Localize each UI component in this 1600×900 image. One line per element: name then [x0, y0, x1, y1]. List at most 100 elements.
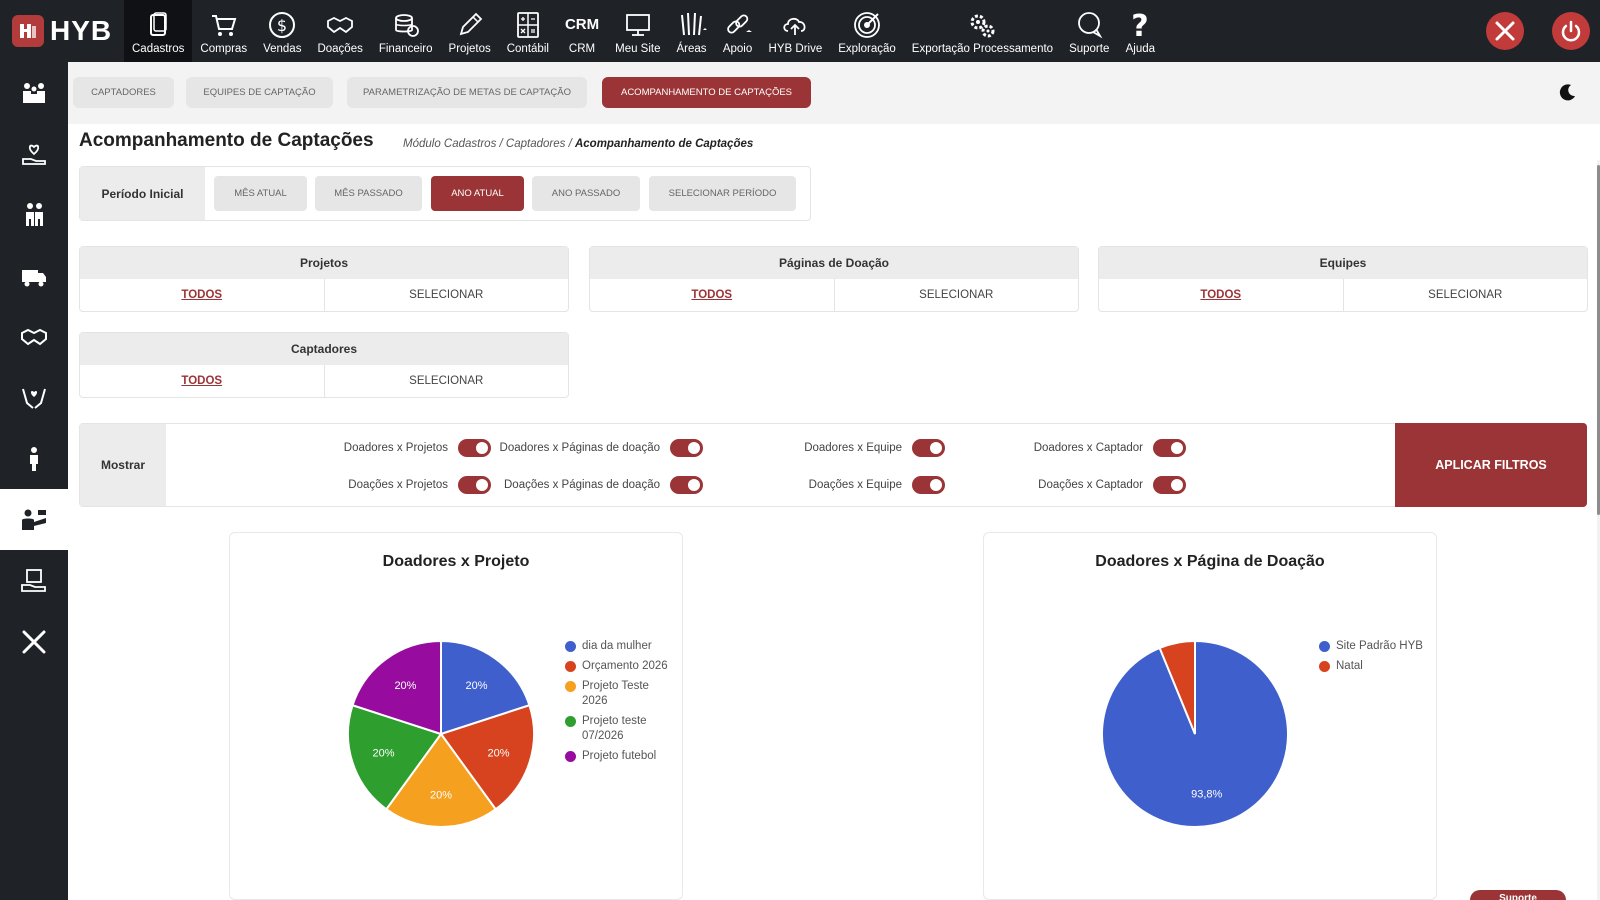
nav-cadastros[interactable]: Cadastros [124, 0, 193, 62]
toggle-doacoes-paginas[interactable]: Doações x Páginas de doação [504, 476, 703, 494]
nav-exportacao[interactable]: Exportação Processamento [904, 0, 1061, 62]
period-ano-atual[interactable]: ANO ATUAL [431, 176, 524, 211]
toggle-doacoes-captador[interactable]: Doações x Captador [1038, 476, 1186, 494]
toggle-switch[interactable] [458, 439, 491, 457]
nav-meu-site[interactable]: Meu Site [607, 0, 668, 62]
legend-item[interactable]: Orçamento 2026 [565, 659, 675, 674]
toggle-doadores-captador[interactable]: Doadores x Captador [1034, 439, 1186, 457]
pie-slice-or-amento-2026[interactable] [439, 704, 535, 811]
nav-financeiro[interactable]: Financeiro [371, 0, 441, 62]
sidebar-item-person[interactable] [0, 428, 68, 489]
filter-title: Equipes [1099, 247, 1587, 279]
filter-selecionar-button[interactable]: SELECIONAR [323, 279, 569, 311]
legend-dot [565, 681, 576, 692]
period-mes-atual[interactable]: MÊS ATUAL [214, 176, 307, 211]
nav-compras[interactable]: Compras [192, 0, 255, 62]
toggle-doadores-projetos[interactable]: Doadores x Projetos [344, 439, 491, 457]
toggle-label: Doadores x Páginas de doação [499, 442, 660, 454]
scrollbar-track[interactable] [1597, 160, 1600, 900]
filter-selecionar-button[interactable]: SELECIONAR [323, 365, 569, 397]
pie-slice-projeto-futebol[interactable] [351, 639, 442, 736]
nav-label: Exploração [838, 43, 896, 55]
breadcrumb: Módulo Cadastros / Captadores / Acompanh… [403, 138, 754, 150]
breadcrumb-item[interactable]: Captadores [505, 138, 566, 150]
nav-areas[interactable]: Áreas [669, 0, 715, 62]
period-mes-passado[interactable]: MÊS PASSADO [315, 176, 422, 211]
nav-label: Contábil [506, 43, 549, 55]
breadcrumb-current: Acompanhamento de Captações [574, 138, 754, 150]
nav-ajuda[interactable]: ? Ajuda [1117, 0, 1163, 62]
filter-todos-button[interactable]: TODOS [1200, 289, 1242, 301]
breadcrumb-item[interactable]: Módulo Cadastros [403, 138, 497, 150]
sidebar-item-tools[interactable] [0, 611, 68, 672]
nav-contabil[interactable]: Contábil [499, 0, 557, 62]
sidebar-item-support-hands[interactable] [0, 367, 68, 428]
pie-slice-natal[interactable] [1158, 639, 1196, 735]
sidebar-item-people[interactable] [0, 62, 68, 123]
apply-filters-button[interactable]: APLICAR FILTROS [1395, 423, 1587, 507]
toggle-doacoes-projetos[interactable]: Doações x Projetos [348, 476, 491, 494]
period-selecionar[interactable]: SELECIONAR PERÍODO [649, 176, 796, 211]
filter-projetos: Projetos TODOS SELECIONAR [79, 246, 569, 312]
tab-equipes-captacao[interactable]: EQUIPES DE CAPTAÇÃO [186, 77, 333, 108]
toggle-switch[interactable] [670, 476, 703, 494]
logout-button[interactable] [1552, 12, 1590, 50]
sidebar-item-captacoes[interactable] [0, 489, 68, 550]
nav-crm[interactable]: CRM CRM [557, 0, 607, 62]
nav-vendas[interactable]: $ Vendas [255, 0, 309, 62]
hands-heart-icon [22, 388, 46, 409]
legend-dot [565, 661, 576, 672]
legend-label: dia da mulher [582, 640, 652, 652]
toggle-doacoes-equipe[interactable]: Doações x Equipe [809, 476, 945, 494]
tab-parametrizacao-metas[interactable]: PARAMETRIZAÇÃO DE METAS DE CAPTAÇÃO [347, 77, 587, 108]
toggle-switch[interactable] [912, 439, 945, 457]
brand-logo[interactable]: HYB [0, 0, 124, 62]
legend-item[interactable]: Projeto futebol [565, 749, 675, 764]
legend-item[interactable]: Site Padrão HYB [1319, 639, 1429, 654]
sidebar-item-volunteers[interactable] [0, 184, 68, 245]
tools-button[interactable] [1486, 12, 1524, 50]
sidebar-item-partners[interactable] [0, 306, 68, 367]
toggle-label: Doações x Páginas de doação [504, 479, 660, 491]
tab-acompanhamento-captacoes[interactable]: ACOMPANHAMENTO DE CAPTAÇÕES [602, 77, 811, 108]
heart-hand-icon [22, 144, 46, 165]
nav-suporte[interactable]: Suporte [1061, 0, 1117, 62]
filter-todos-button[interactable]: TODOS [181, 289, 223, 301]
nav-label: Cadastros [132, 43, 185, 55]
pie-slice-projeto-teste-2026[interactable] [384, 732, 498, 828]
sidebar-item-donations-box[interactable] [0, 550, 68, 611]
nav-hyb-drive[interactable]: HYB Drive [761, 0, 831, 62]
toggle-switch[interactable] [1153, 439, 1186, 457]
scrollbar-thumb[interactable] [1597, 165, 1600, 515]
dark-mode-toggle[interactable] [1558, 82, 1578, 102]
tab-captadores[interactable]: CAPTADORES [73, 77, 174, 108]
toggle-doadores-equipe[interactable]: Doadores x Equipe [804, 439, 945, 457]
legend-item[interactable]: Projeto Teste 2026 [565, 679, 675, 709]
nav-exploracao[interactable]: Exploração [830, 0, 904, 62]
legend-item[interactable]: Natal [1319, 659, 1429, 674]
chart-card-doadores-projeto: Doadores x Projeto 20% 20% 20% 20% 20% dia d… [229, 532, 683, 900]
toggle-switch[interactable] [912, 476, 945, 494]
sidebar-item-delivery[interactable] [0, 245, 68, 306]
nav-doacoes[interactable]: Doações [309, 0, 370, 62]
toggle-doadores-paginas[interactable]: Doadores x Páginas de doação [500, 439, 703, 457]
period-ano-passado[interactable]: ANO PASSADO [532, 176, 640, 211]
filter-todos-button[interactable]: TODOS [181, 375, 223, 387]
chart-title: Doadores x Página de Doação [1095, 553, 1325, 570]
filter-selecionar-button[interactable]: SELECIONAR [1342, 279, 1588, 311]
pie-slice-dia-da-mulher[interactable] [440, 639, 531, 736]
nav-projetos[interactable]: Projetos [441, 0, 499, 62]
filter-selecionar-button[interactable]: SELECIONAR [833, 279, 1079, 311]
toggle-switch[interactable] [458, 476, 491, 494]
filter-todos-button[interactable]: TODOS [691, 289, 733, 301]
toggle-switch[interactable] [670, 439, 703, 457]
sidebar-item-donation-heart[interactable] [0, 123, 68, 184]
legend-item[interactable]: dia da mulher [565, 639, 675, 654]
power-icon [1561, 20, 1581, 42]
toggle-switch[interactable] [1153, 476, 1186, 494]
support-floating-tab[interactable]: Suporte [1470, 890, 1566, 900]
nav-apoio[interactable]: Apoio [715, 0, 761, 62]
pie-slice-projeto-teste-07-2026[interactable] [347, 704, 443, 811]
legend-item[interactable]: Projeto teste 07/2026 [565, 714, 675, 744]
coins-icon [394, 14, 419, 37]
